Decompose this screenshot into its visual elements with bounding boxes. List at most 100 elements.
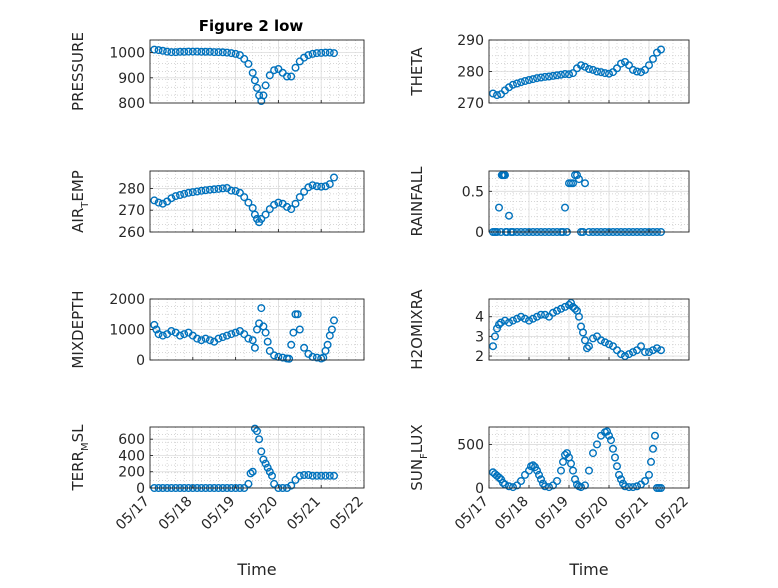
axes-box xyxy=(488,170,690,233)
data-point xyxy=(250,210,259,219)
data-point xyxy=(308,49,317,58)
axes-box xyxy=(149,39,365,104)
data-point xyxy=(218,333,227,342)
y-tick-label: 400 xyxy=(118,448,145,464)
subplot-h2omixra: 2 3 4 H2OMIXRA xyxy=(408,289,690,370)
y-tick-label: 280 xyxy=(457,65,484,81)
data-point xyxy=(150,196,159,205)
data-point xyxy=(291,475,300,484)
data-point xyxy=(625,483,634,492)
data-point xyxy=(154,198,163,207)
data-point xyxy=(158,199,167,208)
data-point xyxy=(214,184,223,193)
data-point xyxy=(323,340,332,349)
data-point xyxy=(244,479,253,488)
data-point xyxy=(617,350,626,359)
data-point xyxy=(537,310,546,319)
subplot-air_temp: 260 270 280 AIRTEMP xyxy=(69,170,365,241)
subplot-rainfall: 0 0.5 RAINFALL xyxy=(408,166,690,241)
data-point xyxy=(567,298,576,307)
data-point xyxy=(513,314,522,323)
data-point xyxy=(175,47,184,56)
data-point xyxy=(553,71,562,80)
y-tick-label: 270 xyxy=(457,96,484,112)
data-point xyxy=(649,346,658,355)
data-point xyxy=(287,205,296,214)
data-point xyxy=(289,328,298,337)
data-point xyxy=(270,200,279,209)
data-point xyxy=(193,334,202,343)
data-point xyxy=(261,459,270,468)
data-point xyxy=(563,449,572,458)
data-point xyxy=(505,318,514,327)
data-point xyxy=(227,49,236,58)
data-point xyxy=(304,471,313,480)
data-point xyxy=(575,175,584,184)
data-point xyxy=(625,61,634,70)
data-point xyxy=(257,447,266,456)
y-tick-label: 1000 xyxy=(109,46,145,62)
data-point xyxy=(325,471,334,480)
data-point xyxy=(325,48,334,57)
y-axis-label-main: PRESSURE xyxy=(69,32,87,111)
x-tick-label: 05/18 xyxy=(492,494,532,534)
data-point xyxy=(589,334,598,343)
axes-box xyxy=(149,426,365,489)
data-point xyxy=(611,453,620,462)
data-point xyxy=(180,47,189,56)
y-axis-label: TERRMSL xyxy=(69,424,91,492)
data-point xyxy=(593,67,602,76)
data-point xyxy=(577,483,586,492)
x-tick-label: 05/19 xyxy=(199,494,239,534)
data-point xyxy=(270,479,279,488)
data-point xyxy=(287,72,296,81)
data-point xyxy=(214,334,223,343)
data-point xyxy=(513,481,522,490)
data-point xyxy=(193,187,202,196)
data-point xyxy=(573,171,582,180)
data-point xyxy=(274,198,283,207)
data-point xyxy=(571,304,580,313)
data-point xyxy=(319,353,328,362)
data-point xyxy=(537,475,546,484)
data-point xyxy=(248,467,257,476)
data-point xyxy=(300,471,309,480)
data-point xyxy=(581,179,590,188)
data-point xyxy=(218,184,227,193)
data-point xyxy=(633,346,642,355)
data-point xyxy=(330,49,339,58)
data-point xyxy=(317,48,326,57)
data-point xyxy=(641,348,650,357)
y-tick-label: 500 xyxy=(457,437,484,453)
y-tick-label: 0 xyxy=(475,481,484,497)
y-axis-label: AIRTEMP xyxy=(69,170,91,233)
x-axis-label: Time xyxy=(236,560,276,579)
data-point xyxy=(585,64,594,73)
data-point xyxy=(317,182,326,191)
data-point xyxy=(641,65,650,74)
y-axis-label-subscript: T xyxy=(80,201,91,209)
data-point xyxy=(521,314,530,323)
data-point xyxy=(581,336,590,345)
y-tick-label: 260 xyxy=(118,225,145,241)
data-point xyxy=(205,185,214,194)
data-point xyxy=(541,310,550,319)
data-point xyxy=(308,181,317,190)
data-point xyxy=(210,48,219,57)
y-tick-label: 900 xyxy=(118,71,145,87)
data-point xyxy=(231,49,240,58)
data-point xyxy=(613,462,622,471)
data-point xyxy=(210,185,219,194)
y-axis-label-rest: EMP xyxy=(69,170,87,201)
data-point xyxy=(293,310,302,319)
x-tick-label: 05/22 xyxy=(652,494,692,534)
data-point xyxy=(495,320,504,329)
axes-box xyxy=(149,170,365,233)
y-axis-label-main: RAINFALL xyxy=(408,166,426,237)
data-point xyxy=(300,343,309,352)
data-point xyxy=(495,203,504,212)
data-point xyxy=(561,69,570,78)
data-point xyxy=(495,473,504,482)
data-point xyxy=(265,346,274,355)
